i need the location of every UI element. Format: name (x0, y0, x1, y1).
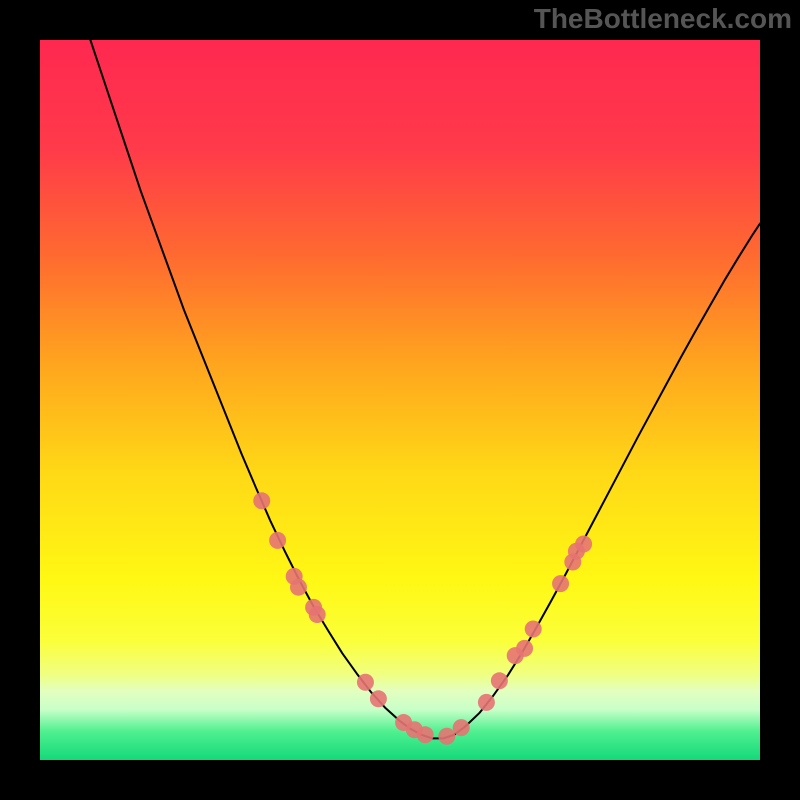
watermark-text: TheBottleneck.com (534, 3, 792, 34)
data-marker (491, 672, 508, 689)
data-marker (290, 579, 307, 596)
bottleneck-chart: TheBottleneck.com (0, 0, 800, 800)
data-marker (552, 575, 569, 592)
data-marker (438, 728, 455, 745)
data-marker (478, 694, 495, 711)
data-marker (516, 640, 533, 657)
plot-area (40, 40, 760, 760)
data-marker (253, 492, 270, 509)
data-marker (370, 690, 387, 707)
data-marker (269, 532, 286, 549)
data-marker (453, 719, 470, 736)
data-marker (417, 726, 434, 743)
data-marker (525, 620, 542, 637)
data-marker (575, 536, 592, 553)
data-marker (309, 606, 326, 623)
data-marker (357, 674, 374, 691)
